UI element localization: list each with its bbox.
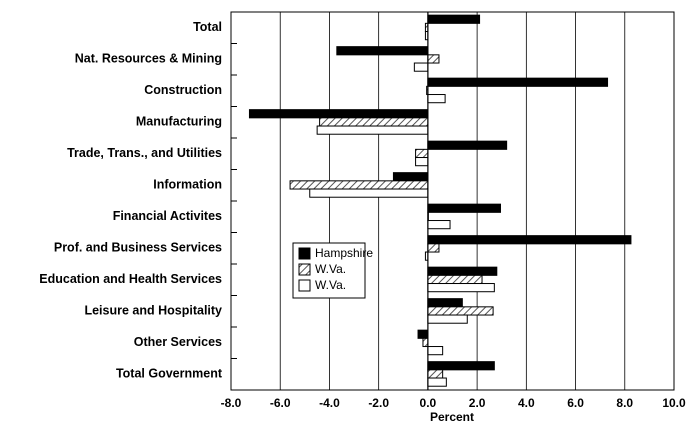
legend-swatch	[298, 263, 311, 276]
category-label: Construction	[144, 83, 222, 97]
bar	[415, 157, 429, 167]
bar	[427, 243, 440, 253]
bar	[413, 62, 429, 72]
category-label: Information	[153, 178, 222, 192]
bar	[427, 306, 494, 316]
bar	[319, 117, 429, 127]
bar	[422, 337, 429, 348]
bar	[427, 369, 444, 379]
category-label: Education and Health Services	[39, 272, 222, 286]
category-label: Other Services	[134, 335, 222, 349]
legend-label: W.Va.	[315, 262, 346, 276]
plot-frame	[230, 11, 675, 391]
legend-swatch	[298, 279, 311, 292]
bar	[427, 361, 495, 371]
bar	[427, 94, 446, 104]
bar	[427, 314, 468, 324]
bar	[427, 298, 463, 308]
x-tick-label: -8.0	[221, 396, 242, 410]
x-tick-label: -4.0	[319, 396, 340, 410]
x-tick-label: 2.0	[469, 396, 486, 410]
legend-label: Hampshire	[315, 246, 373, 260]
x-tick-label: -6.0	[270, 396, 291, 410]
x-axis-label: Percent	[430, 410, 474, 424]
bar	[392, 172, 429, 182]
bar	[316, 125, 429, 135]
legend-label: W.Va.	[315, 278, 346, 292]
legend-swatch	[298, 247, 311, 260]
bar	[309, 188, 429, 198]
bar	[427, 77, 609, 87]
x-tick-label: 0.0	[420, 396, 437, 410]
bar	[427, 377, 447, 387]
bar	[427, 274, 483, 285]
bar	[427, 235, 632, 245]
category-label: Trade, Trans., and Utilities	[67, 146, 222, 160]
bar	[427, 283, 495, 293]
bar	[248, 109, 429, 119]
bar	[427, 203, 501, 213]
category-label: Total	[193, 20, 222, 34]
bar	[427, 346, 444, 356]
bar	[427, 140, 508, 150]
x-tick-label: 8.0	[616, 396, 633, 410]
category-label: Financial Activites	[113, 209, 222, 223]
bar	[417, 329, 429, 339]
x-tick-label: 6.0	[567, 396, 584, 410]
category-label: Prof. and Business Services	[54, 241, 222, 255]
bar	[427, 54, 440, 64]
bar	[427, 14, 481, 24]
bar	[427, 266, 498, 276]
bar	[415, 148, 429, 159]
category-label: Total Government	[116, 367, 223, 381]
category-label: Manufacturing	[136, 115, 222, 129]
x-tick-label: 10.0	[662, 396, 686, 410]
category-label: Nat. Resources & Mining	[75, 52, 222, 66]
bar	[336, 46, 429, 56]
bar	[427, 220, 451, 230]
x-tick-label: 4.0	[518, 396, 535, 410]
category-label: Leisure and Hospitality	[84, 304, 222, 318]
x-tick-label: -2.0	[368, 396, 389, 410]
bar	[289, 180, 429, 190]
